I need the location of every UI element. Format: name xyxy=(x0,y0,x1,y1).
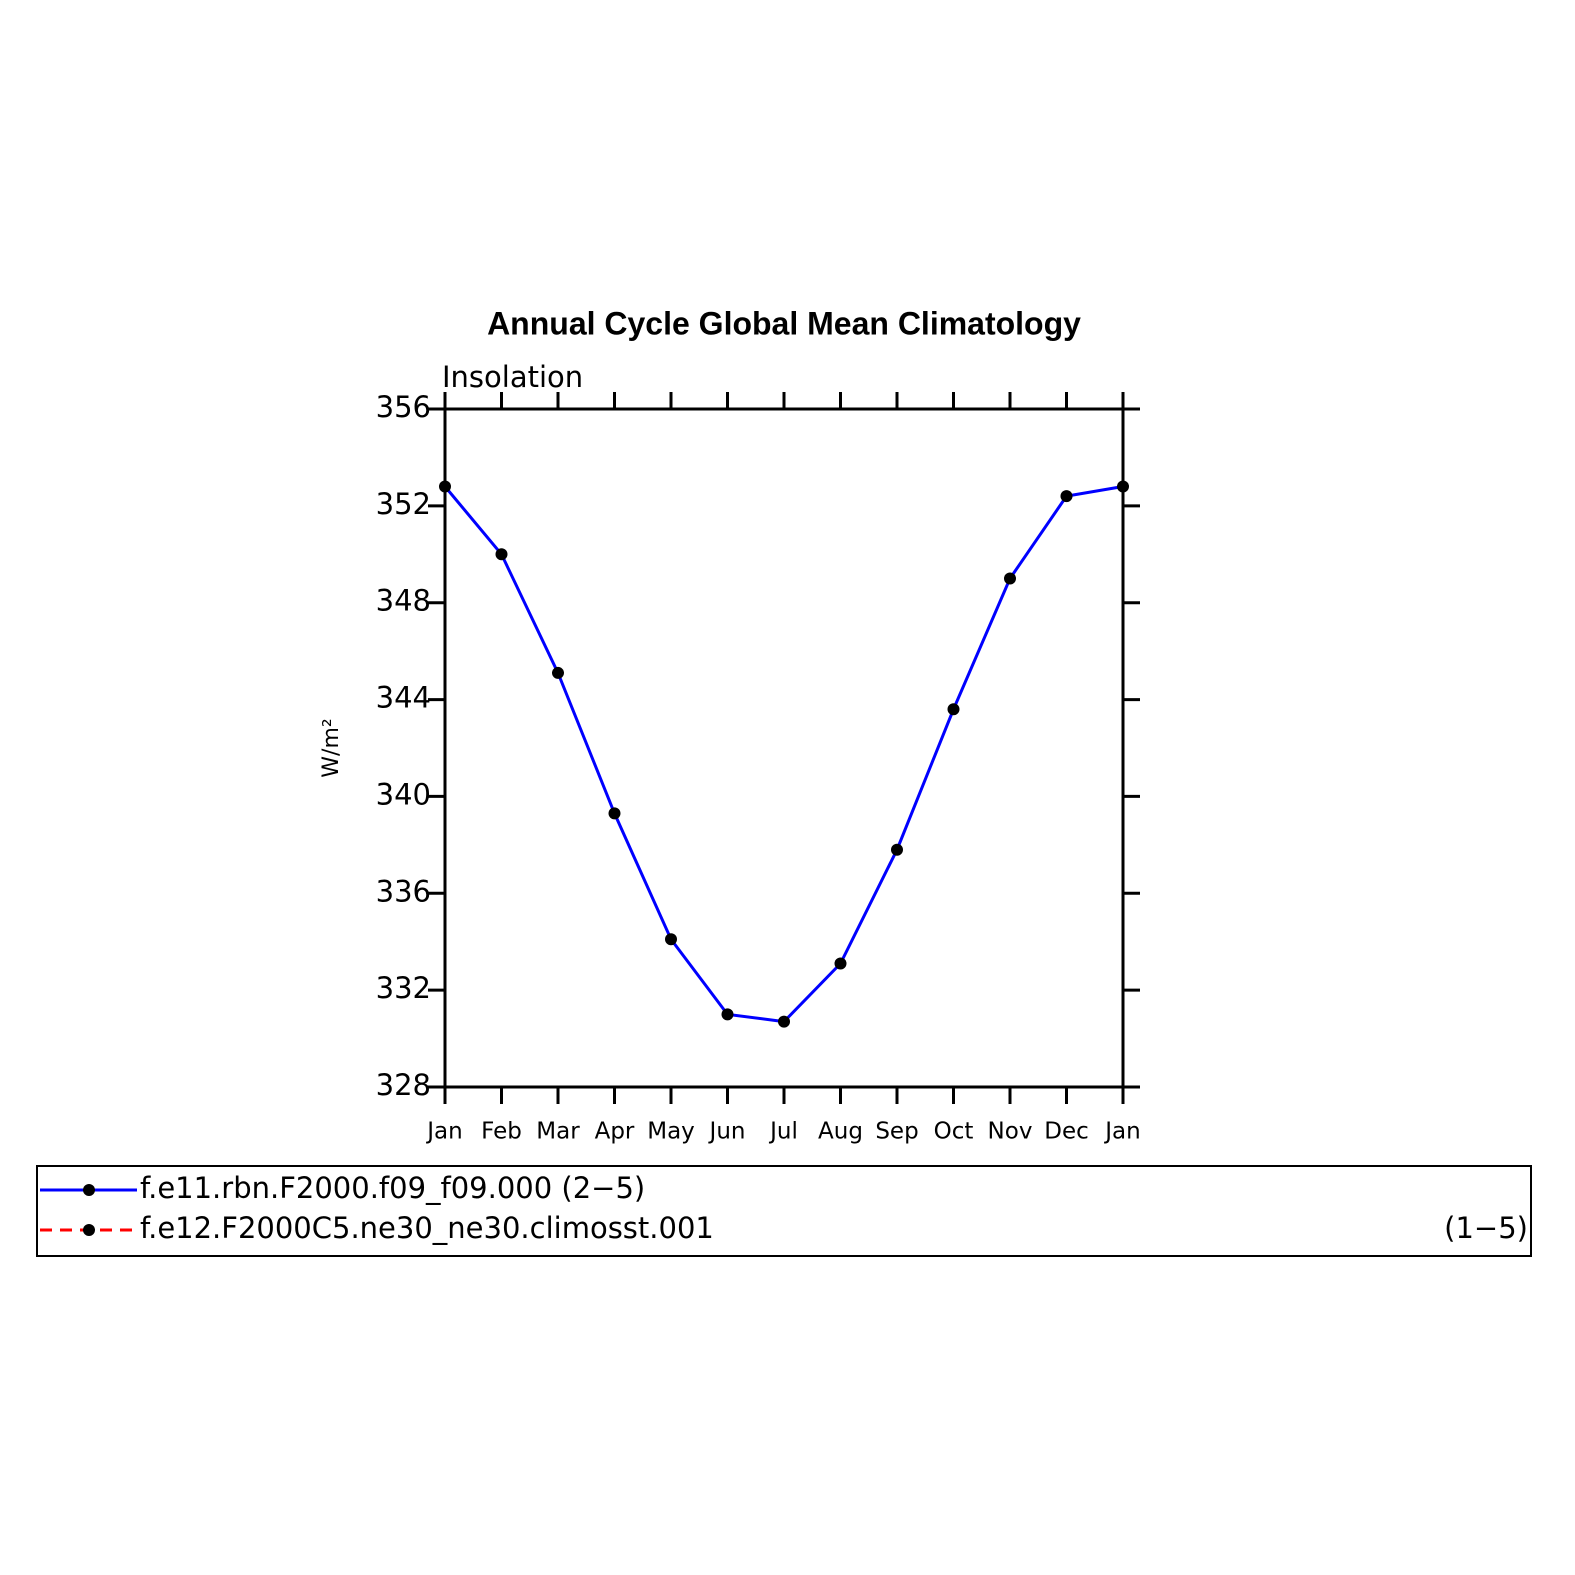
x-tick-label: Sep xyxy=(875,1119,918,1145)
y-tick-label: 344 xyxy=(376,681,431,715)
chart-subtitle: Insolation xyxy=(442,360,583,394)
x-tick-label: Mar xyxy=(536,1119,580,1145)
y-tick-label: 340 xyxy=(376,777,431,811)
data-point xyxy=(665,933,677,946)
chart-title: Annual Cycle Global Mean Climatology xyxy=(487,305,1081,341)
data-point xyxy=(608,807,621,820)
x-tick-label: Jan xyxy=(1103,1119,1140,1145)
y-tick-label: 348 xyxy=(376,584,431,618)
x-tick-label: Jul xyxy=(768,1119,798,1145)
data-point xyxy=(778,1015,790,1028)
legend-label: f.e11.rbn.F2000.f09_f09.000 (2−5) xyxy=(140,1171,645,1205)
data-point xyxy=(552,666,564,679)
data-point xyxy=(1004,572,1016,585)
x-tick-label: Apr xyxy=(595,1119,635,1145)
x-tick-label: Feb xyxy=(481,1119,522,1145)
data-point xyxy=(1117,480,1129,493)
x-tick-label: Dec xyxy=(1044,1119,1089,1145)
series-line xyxy=(443,485,1124,1024)
legend-suffix: (1−5) xyxy=(1444,1211,1528,1245)
data-point xyxy=(1060,490,1073,503)
data-point xyxy=(834,957,847,970)
legend-label: f.e12.F2000C5.ne30_ne30.climosst.001 xyxy=(140,1211,714,1245)
x-tick-label: Oct xyxy=(934,1119,974,1145)
data-point xyxy=(439,480,451,493)
plot-frame xyxy=(443,407,1125,1089)
x-tick-label: Nov xyxy=(988,1119,1033,1145)
y-tick-label: 356 xyxy=(376,390,431,424)
legend-marker xyxy=(83,1184,95,1196)
y-axis-label: W/m² xyxy=(319,718,344,777)
y-tick-label: 336 xyxy=(376,874,431,908)
y-tick-label: 352 xyxy=(376,487,431,521)
data-point xyxy=(495,548,508,561)
data-point xyxy=(891,843,903,856)
y-tick-label: 332 xyxy=(376,971,431,1005)
legend-box xyxy=(36,1165,1532,1257)
x-tick-label: Jan xyxy=(425,1119,462,1145)
data-point xyxy=(721,1008,734,1021)
x-tick-label: Jun xyxy=(708,1119,746,1145)
x-tick-label: Aug xyxy=(818,1119,863,1145)
x-tick-label: May xyxy=(647,1119,695,1145)
y-tick-label: 328 xyxy=(376,1068,431,1102)
data-point xyxy=(947,703,960,716)
legend-marker xyxy=(83,1224,95,1236)
